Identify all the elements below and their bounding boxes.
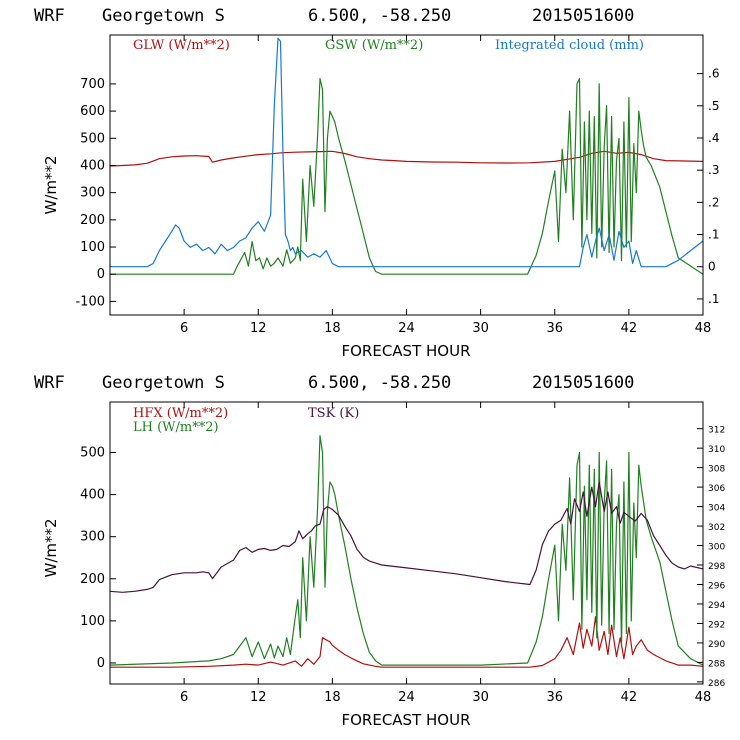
y2-tick-label: 294: [708, 601, 725, 611]
panel2-xlabel: FORECAST HOUR: [341, 711, 470, 729]
y2-tick-label: 298: [708, 562, 725, 572]
y-tick-label: 100: [80, 614, 105, 629]
x-tick-label: 36: [546, 321, 563, 336]
y-tick-label: 200: [80, 572, 105, 587]
x-tick-label: 24: [398, 321, 415, 336]
x-tick-label: 12: [250, 690, 267, 705]
panel1-frame: [109, 34, 704, 316]
panel2-title-location: Georgetown S: [102, 373, 225, 393]
y2-tick-label: 296: [708, 581, 725, 591]
y-tick-label: -100: [75, 294, 105, 309]
y-tick-label: 600: [80, 104, 105, 119]
y-tick-label: 500: [80, 131, 105, 146]
y2-tick-label: .6: [708, 67, 719, 81]
legend-tsk: TSK (K): [308, 406, 359, 421]
y2-tick-label: .1: [708, 292, 719, 306]
x-tick-label: 42: [621, 321, 638, 336]
x-tick-label: 48: [695, 690, 712, 705]
y2-tick-label: .2: [708, 195, 719, 209]
panel1-title-location: Georgetown S: [102, 6, 225, 26]
x-tick-label: 30: [472, 690, 489, 705]
panel2-plot: 6 12 18 24 30 36 42 48 0 100 200 300 400 500 286 288 290…: [80, 401, 725, 705]
y-tick-label: 100: [80, 240, 105, 255]
panel1-ylabel: W/m**2: [42, 155, 60, 214]
y2-tick-label: 300: [708, 543, 725, 553]
panel1-series-line-2: [110, 77, 704, 275]
y-tick-label: 0: [97, 267, 105, 282]
y2-tick-label: .1: [708, 228, 719, 242]
legend-lh: LH (W/m**2): [133, 420, 219, 435]
y2-tick-label: 290: [708, 640, 725, 650]
x-tick-label: 24: [398, 690, 415, 705]
panel2-title-model: WRF: [34, 373, 65, 393]
panel2-series-line-2: [109, 435, 704, 666]
x-tick-label: 6: [180, 321, 188, 336]
x-tick-label: 18: [324, 321, 341, 336]
x-tick-label: 48: [695, 321, 712, 336]
x-tick-label: 30: [472, 321, 489, 336]
panel1-title-coords: 6.500, -58.250: [308, 6, 451, 26]
y2-tick-label: 304: [708, 504, 725, 514]
y2-tick-label: 312: [708, 426, 725, 436]
panel2-series-line-1: [110, 616, 704, 668]
panel2-title-coords: 6.500, -58.250: [308, 373, 451, 393]
y2-tick-label: 306: [708, 484, 725, 494]
y-tick-label: 500: [80, 446, 105, 461]
y-tick-label: 200: [80, 213, 105, 228]
y-tick-label: 400: [80, 488, 105, 503]
legend-hfx: HFX (W/m**2): [133, 406, 228, 421]
y2-tick-label: 308: [708, 465, 725, 475]
x-tick-label: 6: [180, 690, 188, 705]
x-tick-label: 36: [546, 690, 563, 705]
y-tick-label: 400: [80, 158, 105, 173]
y2-tick-label: 0: [708, 260, 716, 274]
y2-tick-label: 302: [708, 523, 725, 533]
panel1-xlabel: FORECAST HOUR: [341, 342, 470, 360]
y2-tick-label: .4: [708, 131, 719, 145]
y2-tick-label: 310: [708, 445, 725, 455]
panel1-title-date: 2015051600: [532, 6, 634, 26]
y-tick-label: 300: [80, 186, 105, 201]
y-tick-label: 0: [97, 656, 105, 671]
panel1-series-line-1: [109, 150, 704, 167]
legend-cloud: Integrated cloud (mm): [495, 38, 644, 53]
panel2-ylabel: W/m**2: [42, 518, 60, 577]
panel2-series-line-3: [109, 481, 704, 593]
panel1-plot: 6 12 18 24 30 36 42 48 -100 0 100 200 300 400 500 600 70…: [75, 34, 719, 336]
y2-tick-label: 288: [708, 659, 725, 669]
y2-tick-label: 286: [708, 679, 725, 689]
panel2-title-date: 2015051600: [532, 373, 634, 393]
y2-tick-label: .3: [708, 163, 719, 177]
y2-tick-label: .5: [708, 99, 719, 113]
legend-glw: GLW (W/m**2): [133, 38, 230, 53]
x-tick-label: 12: [250, 321, 267, 336]
x-tick-label: 18: [324, 690, 341, 705]
panel1-title-model: WRF: [34, 6, 65, 26]
legend-gsw: GSW (W/m**2): [325, 38, 423, 53]
panel1-series-line-3: [110, 37, 704, 268]
y-tick-label: 700: [80, 77, 105, 92]
x-tick-label: 42: [621, 690, 638, 705]
y2-tick-label: 292: [708, 620, 725, 630]
y-tick-label: 300: [80, 530, 105, 545]
